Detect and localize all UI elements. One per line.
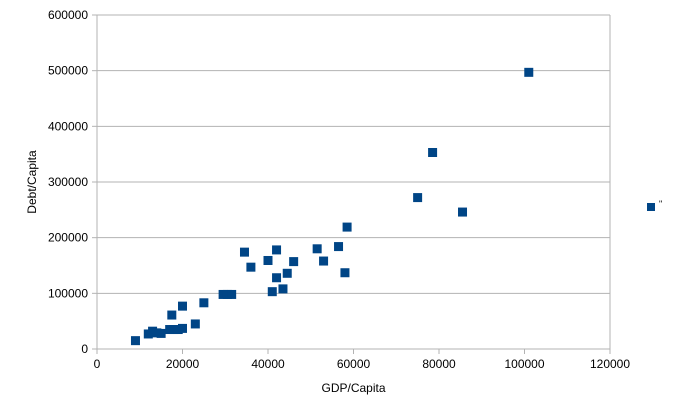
data-point (342, 222, 352, 232)
x-tick-labels: 0 20000 40000 60000 80000 100000 120000 (94, 357, 631, 371)
y-tick-label: 400000 (48, 119, 88, 133)
data-point (413, 193, 423, 203)
y-tick-label: 300000 (48, 175, 88, 189)
data-point (246, 262, 256, 272)
data-point (178, 301, 187, 311)
data-point (167, 310, 177, 320)
data-point (319, 256, 329, 266)
legend-label: " (659, 199, 662, 209)
data-point (458, 207, 468, 217)
data-point (263, 255, 273, 265)
data-point (428, 147, 438, 157)
data-point (289, 257, 299, 267)
data-point (312, 244, 322, 254)
x-tick-label: 80000 (422, 357, 456, 371)
legend-marker (647, 203, 655, 211)
y-tick-label: 0 (81, 342, 88, 356)
data-points (130, 67, 534, 346)
data-point (130, 336, 140, 346)
y-tick-label: 200000 (48, 231, 88, 245)
x-tick-label: 100000 (504, 357, 544, 371)
y-tick-labels: 0 100000 200000 300000 400000 500000 600000 (48, 8, 88, 356)
x-axis-title: GDP/Capita (321, 381, 385, 395)
data-point (272, 245, 282, 255)
data-point (334, 242, 344, 252)
x-tick-label: 20000 (166, 357, 200, 371)
data-point (340, 268, 350, 278)
axes (92, 14, 611, 354)
gridlines (97, 14, 610, 350)
data-point (524, 67, 534, 77)
data-point (227, 289, 237, 299)
x-tick-label: 0 (94, 357, 101, 371)
x-tick-label: 40000 (251, 357, 285, 371)
y-tick-label: 100000 (48, 286, 88, 300)
data-point (272, 273, 282, 283)
y-tick-label: 600000 (48, 8, 88, 22)
data-point (190, 319, 200, 329)
data-point (267, 287, 277, 297)
data-point (178, 323, 187, 333)
legend: " (647, 199, 662, 211)
y-axis-title: Debt/Capita (25, 150, 39, 214)
data-point (278, 284, 288, 294)
x-tick-label: 60000 (337, 357, 371, 371)
data-point (199, 298, 209, 308)
x-tick-label: 120000 (590, 357, 630, 371)
y-tick-label: 500000 (48, 64, 88, 78)
data-point (239, 247, 249, 257)
data-point (156, 328, 166, 338)
data-point (282, 268, 292, 278)
